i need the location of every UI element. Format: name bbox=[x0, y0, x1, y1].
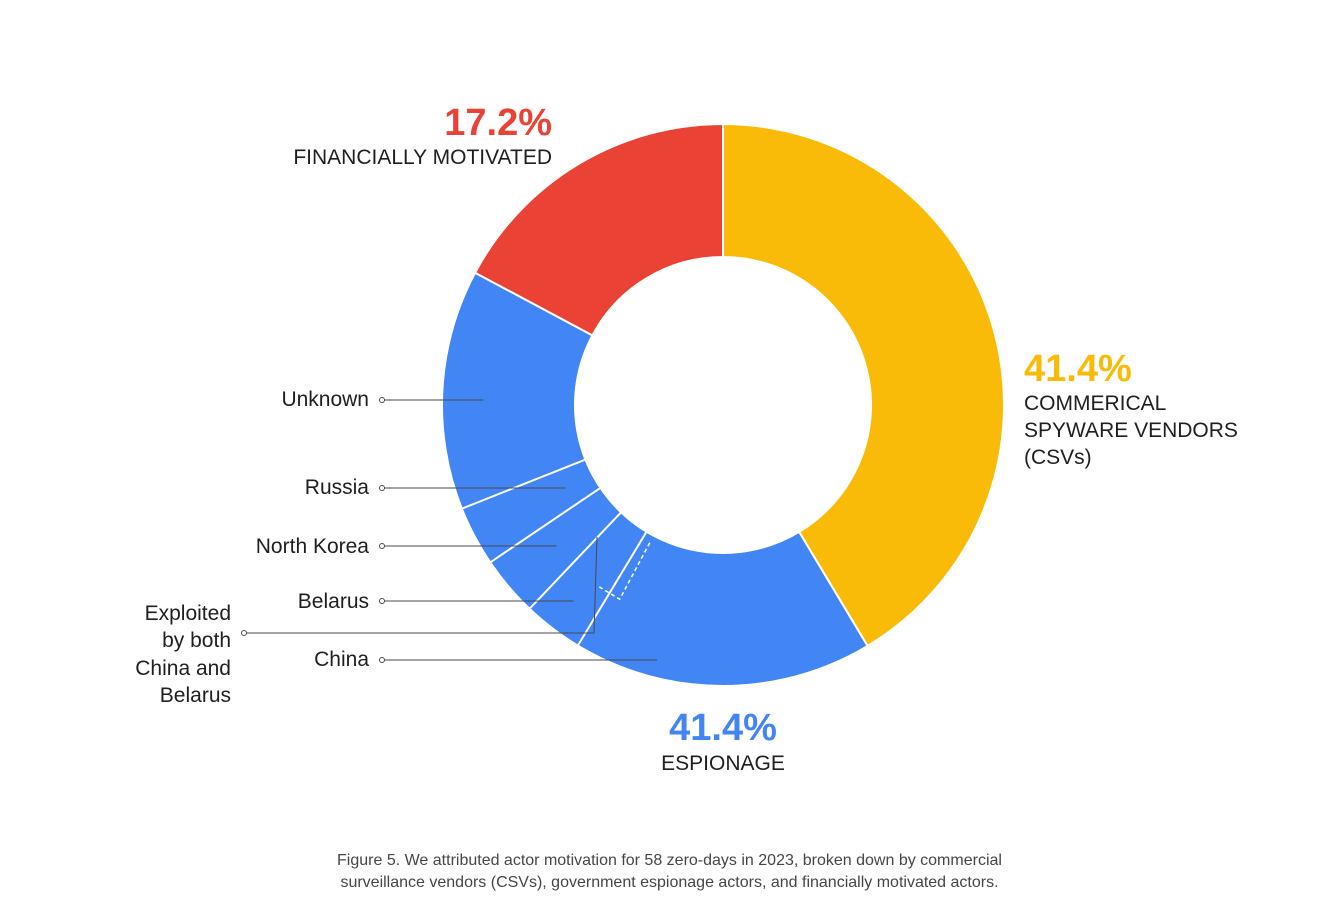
slice-espionage bbox=[441, 271, 869, 687]
leader-dot bbox=[379, 485, 385, 491]
figure-caption: Figure 5. We attributed actor motivation… bbox=[0, 850, 1339, 894]
leader-dot bbox=[379, 397, 385, 403]
financial-percent-label: 17.2% bbox=[444, 102, 552, 144]
overlap-label-line1: Exploited bbox=[145, 602, 231, 625]
sub-label-russia: Russia bbox=[305, 476, 370, 499]
slice-csv bbox=[722, 122, 1005, 648]
donut-chart: 17.2% FINANCIALLY MOTIVATED 41.4% COMMER… bbox=[135, 102, 1238, 775]
sub-segment-divider bbox=[461, 458, 586, 510]
sub-label-belarus: Belarus bbox=[298, 590, 369, 613]
caption-line-2: surveillance vendors (CSVs), government … bbox=[340, 874, 999, 891]
leader-dot bbox=[379, 657, 385, 663]
espionage-category-label: ESPIONAGE bbox=[661, 752, 785, 775]
sub-segment-divider bbox=[576, 531, 648, 647]
sub-label-china: China bbox=[314, 648, 369, 671]
csv-category-label-line3: (CSVs) bbox=[1024, 446, 1092, 469]
overlap-label-line4: Belarus bbox=[160, 684, 231, 707]
leader-dot bbox=[379, 598, 385, 604]
caption-line-1: Figure 5. We attributed actor motivation… bbox=[337, 852, 1002, 869]
financial-category-label: FINANCIALLY MOTIVATED bbox=[293, 146, 552, 169]
leader-dot bbox=[379, 543, 385, 549]
espionage-percent-label: 41.4% bbox=[669, 707, 777, 749]
slice-financially-motivated bbox=[473, 122, 724, 337]
overlap-dashed-outline bbox=[598, 542, 651, 601]
csv-category-label-line1: COMMERICAL bbox=[1024, 392, 1166, 415]
sub-label-north-korea: North Korea bbox=[256, 535, 370, 558]
overlap-label-line3: China and bbox=[135, 657, 231, 680]
csv-category-label-line2: SPYWARE VENDORS bbox=[1024, 419, 1238, 442]
overlap-label-line2: by both bbox=[162, 629, 231, 652]
donut-slices bbox=[441, 122, 1005, 687]
leader-line-overlap bbox=[245, 536, 598, 634]
csv-percent-label: 41.4% bbox=[1024, 348, 1132, 390]
sub-label-unknown: Unknown bbox=[281, 388, 369, 411]
leader-dot bbox=[241, 630, 247, 636]
sub-segment-divider bbox=[528, 511, 622, 610]
leader-lines bbox=[241, 397, 657, 663]
sub-segment-divider bbox=[489, 487, 601, 564]
